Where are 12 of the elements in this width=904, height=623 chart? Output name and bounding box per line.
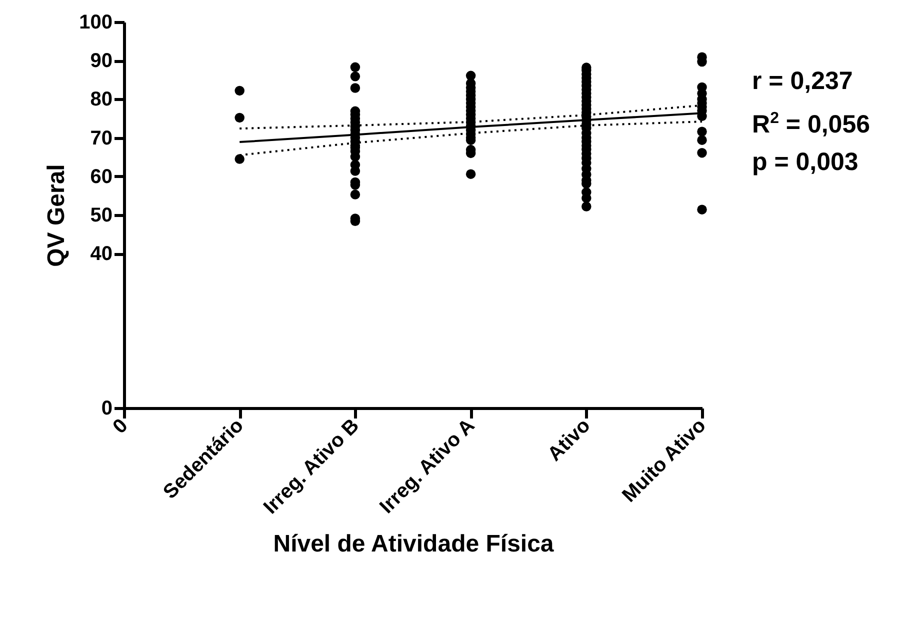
text: p = 0,003 [752,147,860,178]
text: r = 0,237 [752,66,854,97]
text: R$^{2}$ = 0,056 [752,109,870,140]
y-tick-label: 80 [90,88,112,111]
y-tick-label: 70 [90,127,112,150]
y-tick-label: 40 [90,243,112,266]
y-tick-label: 60 [90,166,112,188]
y-tick-label: 100 [79,12,112,34]
y-tick-label: 50 [90,204,112,226]
x-axis-title: Nível de Atividade Física [273,530,554,558]
y-tick-label: 90 [90,50,112,72]
y-axis-title: QV Geral [43,164,70,267]
